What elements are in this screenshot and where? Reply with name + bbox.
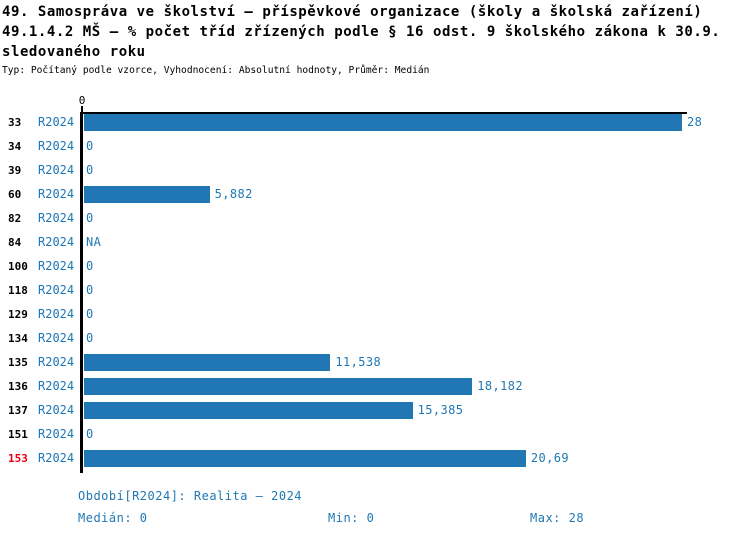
bar-value-label: 20,69 [530, 451, 570, 465]
chart-row: 39 R2024 0 [0, 162, 750, 179]
chart-row: 137 R2024 15,385 [0, 402, 750, 419]
bar [84, 450, 526, 467]
chart-row: 100 R2024 0 [0, 258, 750, 275]
row-period-label: R2024 [38, 187, 75, 201]
row-category-label: 136 [8, 380, 28, 393]
row-period-label: R2024 [38, 283, 75, 297]
bar [84, 114, 682, 131]
chart-row: 153 R2024 20,69 [0, 450, 750, 467]
row-category-label: 33 [8, 116, 22, 129]
bar [84, 378, 473, 395]
chart-row: 136 R2024 18,182 [0, 378, 750, 395]
period-legend: Období[R2024]: Realita – 2024 [78, 489, 303, 503]
chart-row: 151 R2024 0 [0, 426, 750, 443]
bar-value-label: 0 [86, 259, 94, 273]
bar-value-label: 0 [86, 163, 94, 177]
row-category-label: 82 [8, 212, 22, 225]
row-category-label: 135 [8, 356, 28, 369]
bar-value-label: NA [86, 235, 102, 249]
row-category-label: 153 [8, 452, 28, 465]
bar-value-label: 0 [86, 283, 94, 297]
row-category-label: 129 [8, 308, 28, 321]
row-period-label: R2024 [38, 427, 75, 441]
row-category-label: 134 [8, 332, 28, 345]
x-axis-line [81, 112, 687, 114]
row-category-label: 34 [8, 140, 22, 153]
x-axis-tick-mark [81, 106, 83, 117]
stat-max: Max: 28 [530, 511, 585, 525]
chart-row: 129 R2024 0 [0, 306, 750, 323]
stat-median: Medián: 0 [78, 511, 148, 525]
page-title-line-2: 49.1.4.2 MŠ – % počet tříd zřízených pod… [2, 24, 721, 40]
row-period-label: R2024 [38, 235, 75, 249]
bar-value-label: 18,182 [477, 379, 524, 393]
row-period-label: R2024 [38, 259, 75, 273]
chart-row: 135 R2024 11,538 [0, 354, 750, 371]
bar-value-label: 0 [86, 211, 94, 225]
row-period-label: R2024 [38, 355, 75, 369]
chart-row: 33 R2024 28 [0, 114, 750, 131]
row-period-label: R2024 [38, 307, 75, 321]
chart-rows: 33 R2024 28 34 R2024 0 39 R2024 0 60 R2024 5,882 82 R… [0, 114, 750, 480]
x-axis-tick-label: 0 [78, 94, 86, 107]
chart-row: 84 R2024 NA [0, 234, 750, 251]
row-category-label: 84 [8, 236, 22, 249]
page-title-line-3: sledovaného roku [2, 44, 146, 60]
row-category-label: 151 [8, 428, 28, 441]
page-title-line-1: 49. Samospráva ve školství – příspěvkové… [2, 4, 703, 20]
bar-value-label: 5,882 [214, 187, 253, 201]
row-category-label: 100 [8, 260, 28, 273]
chart-row: 34 R2024 0 [0, 138, 750, 155]
row-period-label: R2024 [38, 403, 75, 417]
chart-subtitle: Typ: Počítaný podle vzorce, Vyhodnocení:… [2, 65, 430, 76]
chart-row: 82 R2024 0 [0, 210, 750, 227]
chart-row: 118 R2024 0 [0, 282, 750, 299]
row-period-label: R2024 [38, 451, 75, 465]
bar-value-label: 0 [86, 139, 94, 153]
row-period-label: R2024 [38, 379, 75, 393]
row-period-label: R2024 [38, 163, 75, 177]
stat-min: Min: 0 [328, 511, 375, 525]
bar [84, 354, 331, 371]
row-category-label: 118 [8, 284, 28, 297]
bar [84, 402, 413, 419]
bar-value-label: 0 [86, 331, 94, 345]
bar-value-label: 15,385 [417, 403, 464, 417]
chart-row: 60 R2024 5,882 [0, 186, 750, 203]
row-period-label: R2024 [38, 115, 75, 129]
bar-value-label: 0 [86, 427, 94, 441]
row-period-label: R2024 [38, 211, 75, 225]
bar-value-label: 0 [86, 307, 94, 321]
row-period-label: R2024 [38, 331, 75, 345]
row-category-label: 137 [8, 404, 28, 417]
chart-row: 134 R2024 0 [0, 330, 750, 347]
row-category-label: 60 [8, 188, 22, 201]
bar [84, 186, 210, 203]
y-axis-line [80, 112, 83, 473]
bar-value-label: 28 [687, 115, 703, 129]
row-category-label: 39 [8, 164, 22, 177]
bar-value-label: 11,538 [335, 355, 382, 369]
row-period-label: R2024 [38, 139, 75, 153]
